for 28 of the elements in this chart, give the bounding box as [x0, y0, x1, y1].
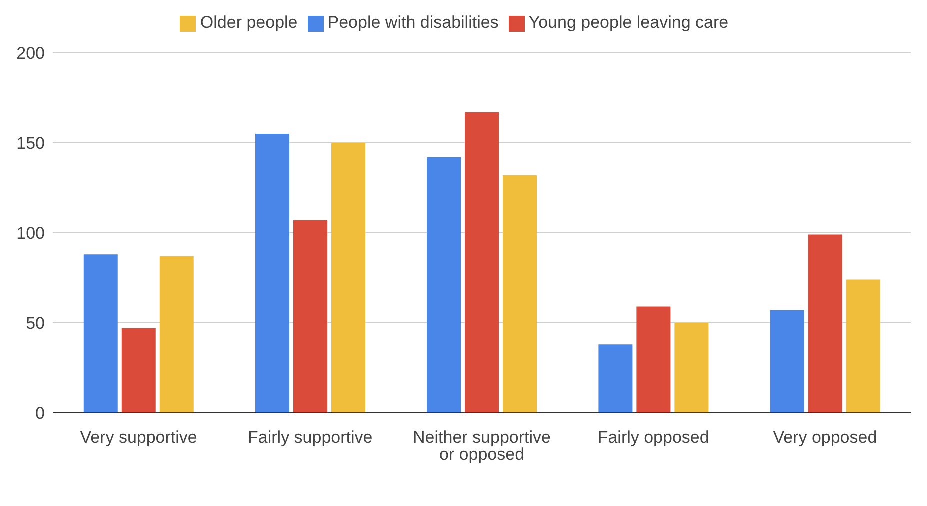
legend-label: People with disabilities — [328, 13, 499, 32]
bar — [770, 310, 804, 413]
x-tick-label: Fairly opposed — [598, 428, 710, 448]
bar — [84, 254, 118, 413]
bar — [122, 328, 156, 413]
bar — [636, 306, 671, 413]
bar — [255, 134, 290, 413]
x-tick-label: Fairly supportive — [248, 428, 373, 448]
bar — [598, 344, 633, 413]
bar — [427, 157, 462, 413]
bar — [846, 280, 880, 413]
y-tick-label: 0 — [36, 404, 45, 424]
bar — [465, 112, 500, 413]
legend-label: Young people leaving care — [528, 13, 729, 32]
y-tick-label: 150 — [16, 134, 45, 154]
y-tick-label: 50 — [26, 314, 45, 334]
bar — [808, 234, 842, 413]
bar — [331, 143, 366, 413]
x-tick-label: Very supportive — [80, 428, 198, 448]
y-tick-label: 200 — [16, 44, 45, 64]
legend-label: Older people — [200, 13, 298, 32]
x-tick-label: Very opposed — [773, 428, 878, 448]
bar — [160, 256, 194, 413]
x-tick-label: Neither supportive or opposed — [413, 428, 551, 464]
y-tick-label: 100 — [16, 224, 45, 244]
bar — [674, 323, 709, 413]
bar — [503, 175, 538, 413]
bar — [293, 220, 328, 413]
